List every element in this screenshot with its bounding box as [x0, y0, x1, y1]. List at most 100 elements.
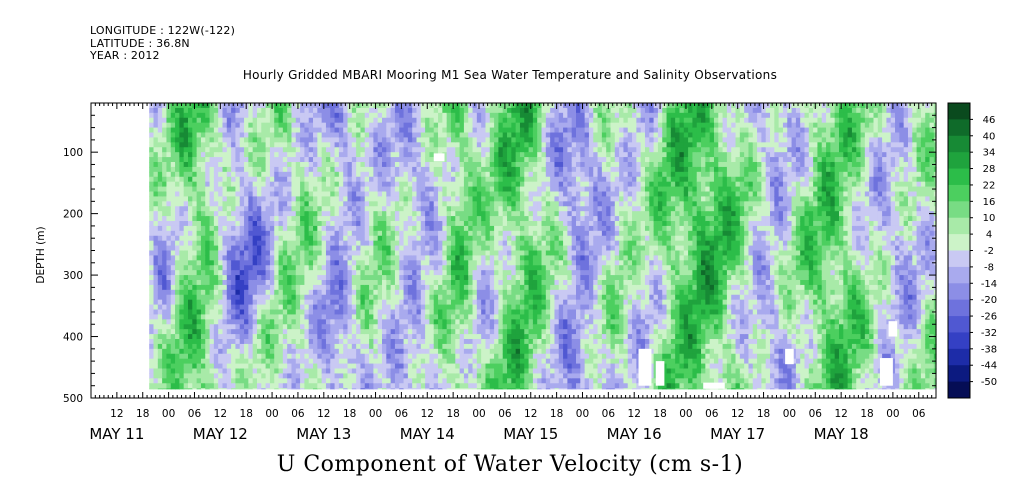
heat-cell — [325, 280, 331, 286]
heat-cell — [507, 363, 512, 370]
heat-cell — [179, 216, 185, 222]
heat-cell — [200, 250, 206, 257]
heat-cell — [287, 201, 293, 207]
heat-cell — [356, 171, 362, 178]
heat-cell — [468, 107, 474, 114]
heat-cell — [244, 383, 249, 389]
heat-cell — [317, 181, 323, 188]
heat-cell — [351, 206, 357, 212]
heat-cell — [244, 162, 249, 168]
heat-cell — [265, 294, 271, 301]
heat-cell — [442, 304, 448, 311]
heat-cell — [347, 383, 353, 389]
heat-cell — [287, 171, 293, 178]
heat-cell — [416, 191, 422, 198]
heat-cell — [261, 206, 267, 212]
heat-cell — [149, 176, 155, 183]
heat-cell — [481, 260, 487, 266]
heat-cell — [407, 265, 413, 271]
heat-cell — [153, 339, 159, 345]
heat-cell — [213, 191, 219, 198]
heat-cell — [196, 221, 202, 227]
heat-cell — [162, 127, 168, 134]
heat-cell — [442, 294, 448, 301]
heat-cell — [287, 304, 293, 311]
heat-cell — [179, 299, 185, 306]
heat-cell — [347, 348, 353, 355]
heat-cell — [347, 245, 353, 252]
heat-cell — [248, 157, 254, 163]
heat-cell — [476, 191, 482, 198]
heat-cell — [351, 275, 357, 281]
heat-cell — [351, 112, 357, 119]
heat-cell — [166, 250, 172, 257]
heat-cell — [485, 142, 491, 148]
heat-cell — [390, 112, 396, 119]
heat-cell — [433, 299, 439, 306]
heat-cell — [334, 255, 340, 261]
heat-cell — [295, 235, 301, 242]
heat-cell — [308, 186, 314, 193]
heat-cell — [209, 206, 215, 212]
heat-cell — [489, 275, 495, 281]
heat-cell — [261, 353, 267, 360]
heat-cell — [489, 309, 495, 316]
heat-cell — [239, 363, 245, 370]
heat-cell — [265, 171, 271, 178]
heat-cell — [429, 378, 435, 384]
heat-cell — [213, 186, 219, 193]
heat-cell — [157, 319, 163, 325]
heat-cell — [438, 319, 443, 325]
heat-cell — [248, 265, 254, 271]
heat-cell — [157, 343, 163, 350]
heat-cell — [459, 280, 465, 286]
heat-cell — [265, 166, 271, 173]
heat-cell — [325, 343, 331, 350]
heat-cell — [489, 112, 495, 119]
heat-cell — [507, 319, 512, 325]
heat-cell — [226, 196, 232, 202]
heat-cell — [218, 157, 224, 163]
heat-cell — [231, 250, 237, 257]
heat-cell — [394, 353, 400, 360]
heat-cell — [373, 245, 379, 252]
heat-cell — [304, 319, 310, 325]
heat-cell — [481, 343, 487, 350]
heat-cell — [226, 309, 232, 316]
heat-cell — [265, 270, 271, 276]
heat-cell — [494, 339, 500, 345]
heat-cell — [416, 240, 422, 247]
heat-cell — [170, 383, 176, 389]
heat-cell — [394, 324, 400, 330]
heat-cell — [304, 309, 310, 316]
heat-cell — [334, 211, 340, 217]
heat-cell — [507, 339, 512, 345]
heat-cell — [226, 245, 232, 252]
heat-cell — [153, 329, 159, 335]
heat-cell — [252, 368, 258, 375]
heat-cell — [265, 280, 271, 286]
heat-cell — [218, 142, 224, 148]
heat-cell — [269, 107, 275, 114]
heat-cell — [429, 343, 435, 350]
heat-cell — [265, 225, 271, 232]
heat-cell — [196, 314, 202, 320]
heat-cell — [412, 107, 418, 114]
heat-cell — [157, 339, 163, 345]
heat-cell — [472, 363, 478, 370]
heat-cell — [373, 373, 379, 379]
heat-cell — [153, 176, 159, 183]
heat-cell — [369, 186, 374, 193]
heat-cell — [356, 255, 362, 261]
heat-cell — [364, 289, 370, 296]
heat-cell — [446, 339, 452, 345]
heat-cell — [386, 348, 392, 355]
heat-cell — [295, 250, 301, 257]
heat-cell — [188, 378, 193, 384]
heat-cell — [149, 294, 155, 301]
heat-cell — [252, 373, 258, 379]
heat-cell — [239, 132, 245, 139]
heat-cell — [175, 117, 180, 124]
heat-cell — [300, 363, 305, 370]
heat-cell — [295, 245, 301, 252]
